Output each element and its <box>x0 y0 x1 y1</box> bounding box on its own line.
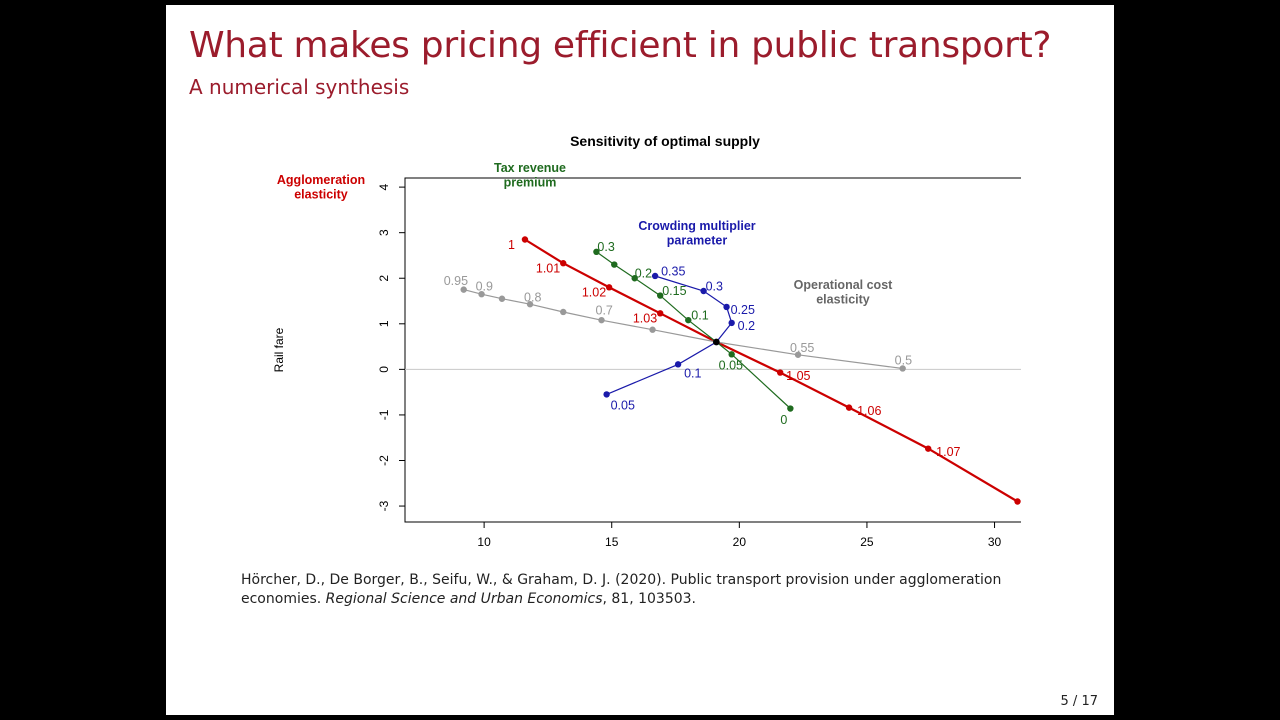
data-point <box>845 404 853 411</box>
point-label: 1 <box>508 238 515 252</box>
x-tick-label: 25 <box>860 535 874 549</box>
data-point <box>685 316 692 324</box>
series-annotation: Crowding multiplier <box>638 219 755 233</box>
slide: What makes pricing efficient in public t… <box>166 5 1114 715</box>
y-axis-label: Rail fare <box>272 327 286 372</box>
data-point <box>794 351 802 358</box>
data-point <box>924 445 932 452</box>
data-point <box>1014 498 1021 505</box>
y-tick-label: 1 <box>377 320 391 327</box>
data-point <box>700 287 707 295</box>
data-point <box>776 369 784 376</box>
data-point <box>526 301 534 308</box>
y-tick-label: 4 <box>377 183 391 190</box>
data-point <box>478 290 485 298</box>
point-label: 0.25 <box>731 303 755 317</box>
x-tick-label: 30 <box>988 535 1002 549</box>
sensitivity-chart: Sensitivity of optimal supply Rail fare … <box>272 133 1021 549</box>
series-points-layer <box>460 236 1021 505</box>
series-annotation: elasticity <box>816 293 870 307</box>
slide-title: What makes pricing efficient in public t… <box>189 25 1052 66</box>
point-label: 0.2 <box>635 267 652 281</box>
series-annotation: Operational cost <box>794 278 893 292</box>
series-annotation: Tax revenue <box>494 161 566 175</box>
point-label: 0.55 <box>790 341 814 355</box>
point-label: 0.1 <box>684 367 701 381</box>
point-label: 0.5 <box>895 354 912 368</box>
data-point <box>657 292 664 299</box>
data-point <box>899 365 906 372</box>
chart-title: Sensitivity of optimal supply <box>570 133 760 149</box>
data-point <box>649 326 656 333</box>
x-tick-label: 10 <box>477 535 491 549</box>
series-annotation: premium <box>504 176 557 190</box>
series-annotation: parameter <box>667 234 728 248</box>
point-label: 1.06 <box>857 404 881 418</box>
series-line-0 <box>524 238 1019 503</box>
series-annotation: elasticity <box>294 188 348 202</box>
citation: Hörcher, D., De Borger, B., Seifu, W., &… <box>241 571 1051 609</box>
y-tick-label: 0 <box>377 366 391 373</box>
page-number: 5 / 17 <box>1060 694 1098 709</box>
data-point <box>611 261 618 268</box>
citation-volume: , 81, 103503. <box>602 591 697 607</box>
series-line-1 <box>596 251 791 409</box>
slide-subtitle: A numerical synthesis <box>189 75 410 99</box>
point-label: 0.8 <box>524 291 541 305</box>
y-tick-label: 3 <box>377 229 391 236</box>
point-label: 0.15 <box>662 284 686 298</box>
point-label: 0.95 <box>444 274 468 288</box>
point-label: 0.35 <box>661 264 685 278</box>
data-point <box>723 303 730 311</box>
point-label: 0.3 <box>597 240 614 254</box>
data-point <box>728 319 735 327</box>
citation-journal: Regional Science and Urban Economics <box>325 591 603 607</box>
y-tick-label: -2 <box>377 455 391 466</box>
point-label: 1.05 <box>786 369 810 383</box>
data-point <box>787 405 794 412</box>
point-label: 0 <box>780 413 787 427</box>
x-tick-label: 20 <box>733 535 747 549</box>
point-label: 1.01 <box>536 261 560 275</box>
data-point <box>651 272 659 280</box>
point-label: 0.05 <box>719 359 743 373</box>
y-tick-label: -1 <box>377 409 391 420</box>
data-point <box>560 308 567 316</box>
y-tick-label: 2 <box>377 275 391 282</box>
plot-frame <box>404 177 1021 523</box>
x-tick-label: 15 <box>605 535 619 549</box>
point-label: 0.2 <box>738 319 755 333</box>
data-point <box>728 351 735 358</box>
data-point <box>460 286 467 293</box>
point-label: 0.05 <box>611 399 635 413</box>
data-point <box>521 236 529 243</box>
point-label: 1.02 <box>582 286 606 300</box>
series-line-3 <box>463 289 903 370</box>
y-tick-label: -3 <box>377 500 391 511</box>
data-point <box>674 361 682 368</box>
data-point <box>605 284 613 291</box>
point-label: 0.9 <box>476 279 493 293</box>
point-labels-layer: 11.011.021.031.051.061.071.080.30.20.150… <box>444 238 961 459</box>
point-label: 0.7 <box>596 303 613 317</box>
data-point <box>498 295 506 302</box>
data-point <box>657 310 664 317</box>
citation-authors: Hörcher, D., De Borger, B., Seifu, W., &… <box>241 572 1002 607</box>
point-label: 0.3 <box>706 279 723 293</box>
data-point <box>631 275 638 282</box>
data-point <box>598 316 605 324</box>
data-point <box>603 391 610 398</box>
data-point <box>593 248 600 256</box>
point-label: 1.07 <box>936 445 960 459</box>
data-point <box>560 260 567 267</box>
center-point <box>712 338 720 346</box>
series-annotation: Agglomeration <box>277 173 365 187</box>
point-label: 1.03 <box>633 312 657 326</box>
point-label: 0.1 <box>691 308 708 322</box>
